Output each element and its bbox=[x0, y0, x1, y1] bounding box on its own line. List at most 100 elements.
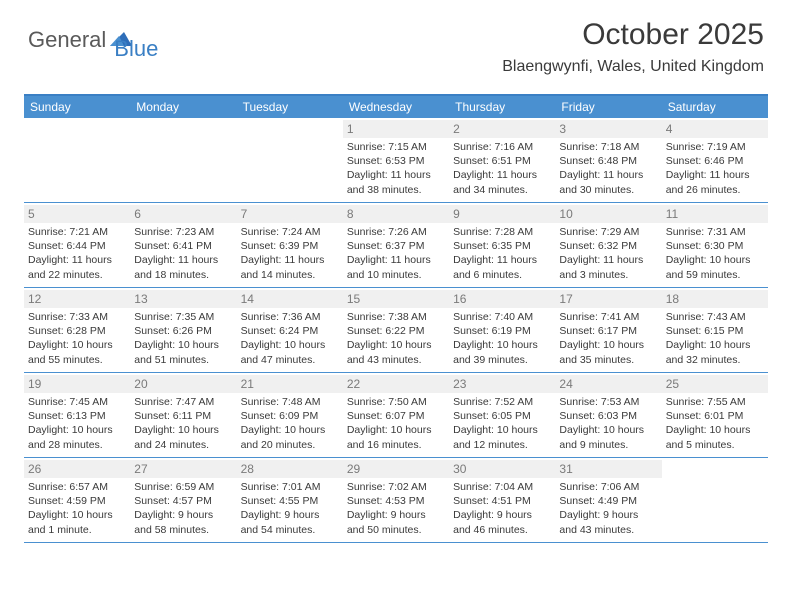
day-cell: 30Sunrise: 7:04 AMSunset: 4:51 PMDayligh… bbox=[449, 458, 555, 542]
daylight-text: Daylight: 10 hours and 59 minutes. bbox=[666, 253, 764, 281]
sunset-text: Sunset: 6:11 PM bbox=[134, 409, 232, 423]
sunset-text: Sunset: 6:46 PM bbox=[666, 154, 764, 168]
daylight-text: Daylight: 10 hours and 28 minutes. bbox=[28, 423, 126, 451]
day-cell: 8Sunrise: 7:26 AMSunset: 6:37 PMDaylight… bbox=[343, 203, 449, 287]
daylight-text: Daylight: 10 hours and 47 minutes. bbox=[241, 338, 339, 366]
day-number: 25 bbox=[662, 375, 768, 393]
day-cell: 13Sunrise: 7:35 AMSunset: 6:26 PMDayligh… bbox=[130, 288, 236, 372]
sunrise-text: Sunrise: 7:33 AM bbox=[28, 310, 126, 324]
daylight-text: Daylight: 11 hours and 30 minutes. bbox=[559, 168, 657, 196]
day-number: 13 bbox=[130, 290, 236, 308]
day-number: 20 bbox=[130, 375, 236, 393]
day-cell: 18Sunrise: 7:43 AMSunset: 6:15 PMDayligh… bbox=[662, 288, 768, 372]
brand-text-2: Blue bbox=[114, 36, 158, 62]
daylight-text: Daylight: 10 hours and 39 minutes. bbox=[453, 338, 551, 366]
day-header-row: Sunday Monday Tuesday Wednesday Thursday… bbox=[24, 96, 768, 118]
sunset-text: Sunset: 6:17 PM bbox=[559, 324, 657, 338]
day-cell: 25 Sunrise: 7:55 AMSunset: 6:01 PMDayligh… bbox=[662, 373, 768, 457]
sunrise-text: Sunrise: 7:21 AM bbox=[28, 225, 126, 239]
day-number: 2 bbox=[449, 120, 555, 138]
daylight-text: Daylight: 11 hours and 34 minutes. bbox=[453, 168, 551, 196]
day-number: 27 bbox=[130, 460, 236, 478]
month-title: October 2025 bbox=[502, 18, 764, 52]
sunrise-text: Sunrise: 7:55 AM bbox=[666, 395, 764, 409]
location-text: Blaengwynfi, Wales, United Kingdom bbox=[502, 58, 764, 76]
day-number: 4 bbox=[662, 120, 768, 138]
daylight-text: Daylight: 9 hours and 54 minutes. bbox=[241, 508, 339, 536]
sunrise-text: Sunrise: 7:35 AM bbox=[134, 310, 232, 324]
sunrise-text: Sunrise: 7:24 AM bbox=[241, 225, 339, 239]
daylight-text: Daylight: 9 hours and 43 minutes. bbox=[559, 508, 657, 536]
day-cell: 10Sunrise: 7:29 AMSunset: 6:32 PMDayligh… bbox=[555, 203, 661, 287]
sunrise-text: Sunrise: 7:45 AM bbox=[28, 395, 126, 409]
sunrise-text: Sunrise: 7:01 AM bbox=[241, 480, 339, 494]
daylight-text: Daylight: 10 hours and 55 minutes. bbox=[28, 338, 126, 366]
day-cell: 29Sunrise: 7:02 AMSunset: 4:53 PMDayligh… bbox=[343, 458, 449, 542]
sunset-text: Sunset: 6:15 PM bbox=[666, 324, 764, 338]
daylight-text: Daylight: 10 hours and 1 minute. bbox=[28, 508, 126, 536]
sunset-text: Sunset: 6:24 PM bbox=[241, 324, 339, 338]
sunset-text: Sunset: 4:59 PM bbox=[28, 494, 126, 508]
sunset-text: Sunset: 6:44 PM bbox=[28, 239, 126, 253]
day-cell: 9Sunrise: 7:28 AMSunset: 6:35 PMDaylight… bbox=[449, 203, 555, 287]
daylight-text: Daylight: 11 hours and 6 minutes. bbox=[453, 253, 551, 281]
day-cell: 23Sunrise: 7:52 AMSunset: 6:05 PMDayligh… bbox=[449, 373, 555, 457]
daylight-text: Daylight: 10 hours and 20 minutes. bbox=[241, 423, 339, 451]
sunset-text: Sunset: 4:55 PM bbox=[241, 494, 339, 508]
sunset-text: Sunset: 6:51 PM bbox=[453, 154, 551, 168]
day-cell: 1Sunrise: 7:15 AMSunset: 6:53 PMDaylight… bbox=[343, 118, 449, 202]
sunset-text: Sunset: 6:37 PM bbox=[347, 239, 445, 253]
sunrise-text: Sunrise: 7:41 AM bbox=[559, 310, 657, 324]
sunrise-text: Sunrise: 7:43 AM bbox=[666, 310, 764, 324]
sunset-text: Sunset: 6:01 PM bbox=[666, 409, 764, 423]
day-number: 31 bbox=[555, 460, 661, 478]
daylight-text: Daylight: 10 hours and 5 minutes. bbox=[666, 423, 764, 451]
sunrise-text: Sunrise: 7:48 AM bbox=[241, 395, 339, 409]
dayhead-sun: Sunday bbox=[24, 96, 130, 118]
sunrise-text: Sunrise: 7:19 AM bbox=[666, 140, 764, 154]
daylight-text: Daylight: 9 hours and 46 minutes. bbox=[453, 508, 551, 536]
day-cell: 4 Sunrise: 7:19 AMSunset: 6:46 PMDaylight… bbox=[662, 118, 768, 202]
sunrise-text: Sunrise: 7:52 AM bbox=[453, 395, 551, 409]
day-number: 16 bbox=[449, 290, 555, 308]
day-number: 30 bbox=[449, 460, 555, 478]
day-number: 15 bbox=[343, 290, 449, 308]
week-row: 5 Sunrise: 7:21 AMSunset: 6:44 PM Daylight… bbox=[24, 203, 768, 288]
sunset-text: Sunset: 6:35 PM bbox=[453, 239, 551, 253]
header: General Blue October 2025 Blaengwynfi, W… bbox=[0, 0, 792, 84]
day-cell: 19Sunrise: 7:45 AMSunset: 6:13 PMDayligh… bbox=[24, 373, 130, 457]
day-number: 5 bbox=[24, 205, 130, 223]
daylight-text: Daylight: 11 hours and 3 minutes. bbox=[559, 253, 657, 281]
day-cell: 21Sunrise: 7:48 AMSunset: 6:09 PMDayligh… bbox=[237, 373, 343, 457]
sunset-text: Sunset: 6:30 PM bbox=[666, 239, 764, 253]
sunrise-text: Sunrise: 7:06 AM bbox=[559, 480, 657, 494]
dayhead-fri: Friday bbox=[555, 96, 661, 118]
sunrise-text: Sunrise: 7:23 AM bbox=[134, 225, 232, 239]
day-cell: . bbox=[130, 118, 236, 202]
sunrise-text: Sunrise: 7:47 AM bbox=[134, 395, 232, 409]
weeks-container: ...1Sunrise: 7:15 AMSunset: 6:53 PMDayli… bbox=[24, 118, 768, 543]
daylight-text: Daylight: 10 hours and 12 minutes. bbox=[453, 423, 551, 451]
dayhead-wed: Wednesday bbox=[343, 96, 449, 118]
sunrise-text: Sunrise: 7:04 AM bbox=[453, 480, 551, 494]
day-cell: 14 Sunrise: 7:36 AMSunset: 6:24 PMDayligh… bbox=[237, 288, 343, 372]
day-number: 10 bbox=[555, 205, 661, 223]
sunset-text: Sunset: 6:48 PM bbox=[559, 154, 657, 168]
sunset-text: Sunset: 6:32 PM bbox=[559, 239, 657, 253]
title-block: October 2025 Blaengwynfi, Wales, United … bbox=[502, 18, 764, 76]
sunrise-text: Sunrise: 7:16 AM bbox=[453, 140, 551, 154]
daylight-text: Daylight: 9 hours and 58 minutes. bbox=[134, 508, 232, 536]
daylight-text: Daylight: 10 hours and 32 minutes. bbox=[666, 338, 764, 366]
day-cell: . bbox=[237, 118, 343, 202]
day-number: 3 bbox=[555, 120, 661, 138]
daylight-text: Daylight: 11 hours and 26 minutes. bbox=[666, 168, 764, 196]
sunrise-text: Sunrise: 6:59 AM bbox=[134, 480, 232, 494]
day-number: 17 bbox=[555, 290, 661, 308]
day-cell: 2 Sunrise: 7:16 AMSunset: 6:51 PMDaylight… bbox=[449, 118, 555, 202]
sunrise-text: Sunrise: 7:40 AM bbox=[453, 310, 551, 324]
sunset-text: Sunset: 6:28 PM bbox=[28, 324, 126, 338]
day-number: 7 bbox=[237, 205, 343, 223]
sunrise-text: Sunrise: 7:36 AM bbox=[241, 310, 339, 324]
sunset-text: Sunset: 6:09 PM bbox=[241, 409, 339, 423]
day-number: 14 bbox=[237, 290, 343, 308]
